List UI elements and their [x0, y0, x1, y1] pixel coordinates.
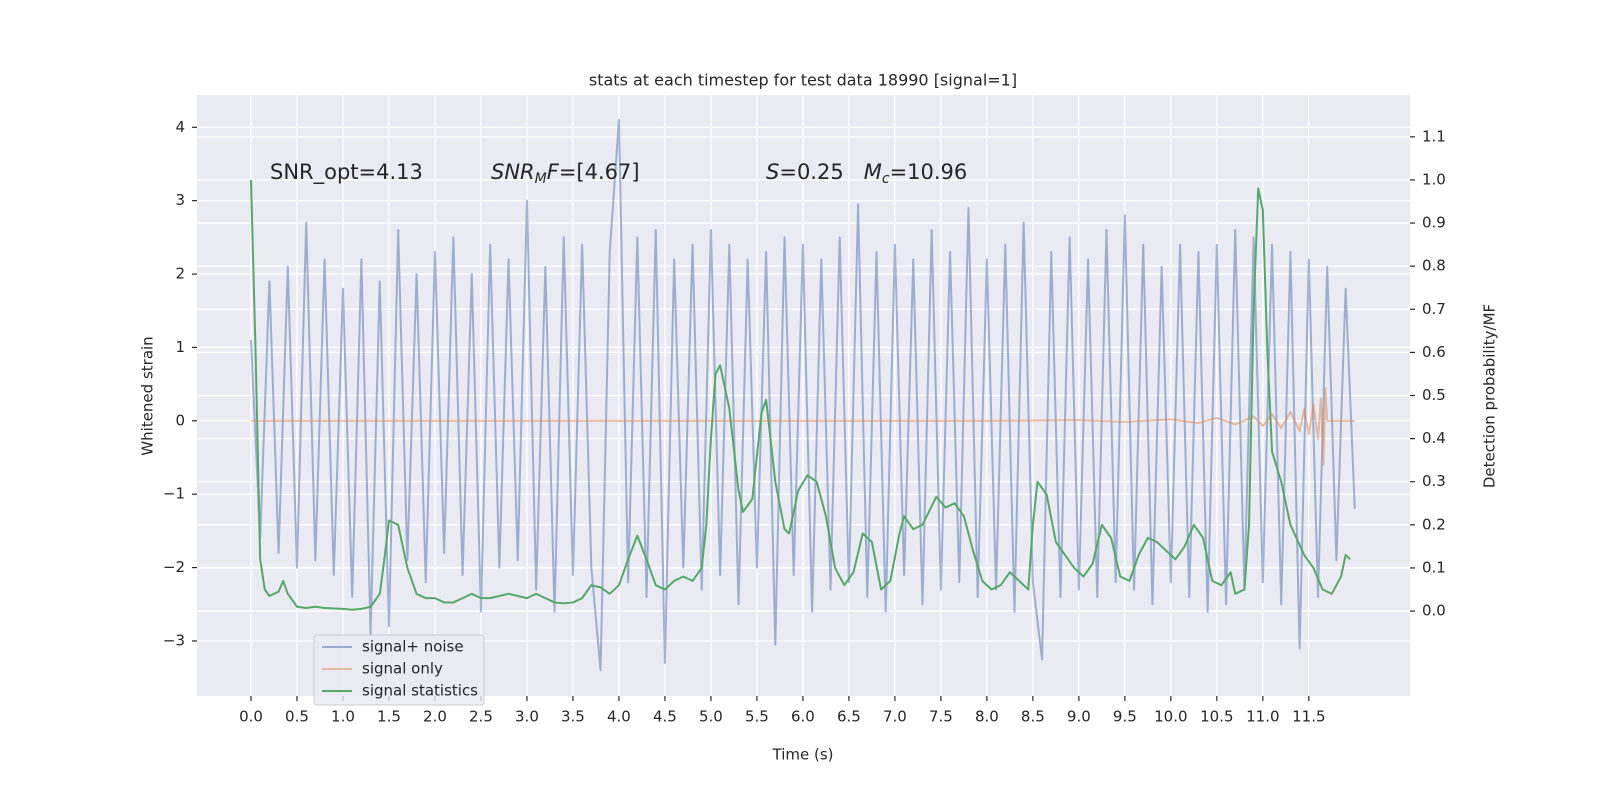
x-tick-label: 1.5 — [377, 708, 401, 726]
y2-tick-label: 0.7 — [1422, 300, 1446, 318]
x-tick-label: 9.5 — [1113, 708, 1137, 726]
x-tick-label: 8.5 — [1021, 708, 1045, 726]
x-tick-label: 4.5 — [653, 708, 677, 726]
y-tick-label: −2 — [163, 558, 185, 576]
y-tick-label: 1 — [175, 338, 185, 356]
x-tick-label: 10.5 — [1200, 708, 1233, 726]
legend-box — [313, 634, 485, 706]
x-tick-label: 10.0 — [1154, 708, 1187, 726]
annotation-part: S — [766, 160, 779, 184]
y2-tick-label: 0.1 — [1422, 558, 1446, 576]
series-line — [249, 179, 1351, 611]
y2-axis-label: Detection probability/MF — [1481, 304, 1499, 488]
marks — [249, 118, 1356, 672]
annotation-part: F — [547, 160, 560, 184]
x-tick-label: 7.0 — [883, 708, 907, 726]
annotation: S=0.25 Mc=10.96 — [766, 160, 967, 187]
x-axis-label: Time (s) — [772, 746, 834, 764]
grid — [197, 95, 1410, 696]
legend-label: signal only — [362, 660, 443, 678]
annotation: SNRMF=[4.67] — [491, 160, 640, 187]
chart-title: stats at each timestep for test data 189… — [589, 71, 1017, 90]
annotation-part: SNR_opt=4.13 — [270, 160, 423, 185]
y2-tick-label: 0.6 — [1422, 343, 1446, 361]
y2-tick-label: 0.5 — [1422, 386, 1446, 404]
y-tick-label: 4 — [175, 118, 185, 136]
y2-tick-label: 0.0 — [1422, 602, 1446, 620]
legend-label: signal statistics — [362, 682, 478, 700]
annotation-part: =0.25 — [779, 160, 863, 184]
x-tick-label: 5.0 — [699, 708, 723, 726]
x-tick-label: 4.0 — [607, 708, 631, 726]
annotation-part: =[4.67] — [559, 160, 640, 184]
legend-label: signal+ noise — [362, 638, 464, 656]
y-tick-label: −1 — [163, 485, 185, 503]
y2-tick-label: 0.9 — [1422, 214, 1446, 232]
x-tick-label: 8.0 — [975, 708, 999, 726]
series-line — [249, 118, 1356, 672]
y-tick-label: 3 — [175, 191, 185, 209]
x-tick-label: 6.5 — [837, 708, 861, 726]
x-tick-label: 3.5 — [561, 708, 585, 726]
series-line — [250, 386, 1355, 466]
y2-tick-label: 0.2 — [1422, 515, 1446, 533]
annotation-part: c — [882, 171, 890, 187]
x-tick-label: 9.0 — [1067, 708, 1091, 726]
annotation-part: M — [864, 160, 882, 184]
x-tick-label: 0.0 — [239, 708, 263, 726]
annotation-part: =10.96 — [890, 160, 968, 184]
x-tick-label: 6.0 — [791, 708, 815, 726]
y2-tick-label: 0.3 — [1422, 472, 1446, 490]
y-tick-label: 0 — [175, 411, 185, 429]
x-tick-label: 7.5 — [929, 708, 953, 726]
x-tick-label: 3.0 — [515, 708, 539, 726]
y2-tick-label: 0.4 — [1422, 429, 1446, 447]
x-tick-label: 11.5 — [1292, 708, 1325, 726]
annotation-part: SNR — [491, 160, 535, 184]
y2-tick-label: 1.0 — [1422, 170, 1446, 188]
y-axis-label: Whitened strain — [139, 336, 157, 455]
x-tick-label: 5.5 — [745, 708, 769, 726]
y-tick-label: −3 — [163, 631, 185, 649]
y-tick-label: 2 — [175, 265, 185, 283]
annotation: SNR_opt=4.13 — [270, 160, 423, 185]
axes: 0.0 0.5 1.0 1.5 2.0 2.5 3.0 3.5 4.0 4.5 5.0 5.5 6.0 6… — [163, 118, 1446, 726]
x-tick-label: 2.5 — [469, 708, 493, 726]
x-tick-label: 0.5 — [285, 708, 309, 726]
x-tick-label: 1.0 — [331, 708, 355, 726]
y2-tick-label: 1.1 — [1422, 127, 1446, 145]
x-tick-label: 11.0 — [1246, 708, 1279, 726]
x-tick-label: 2.0 — [423, 708, 447, 726]
y2-tick-label: 0.8 — [1422, 257, 1446, 275]
annotation-part: M — [535, 171, 547, 187]
